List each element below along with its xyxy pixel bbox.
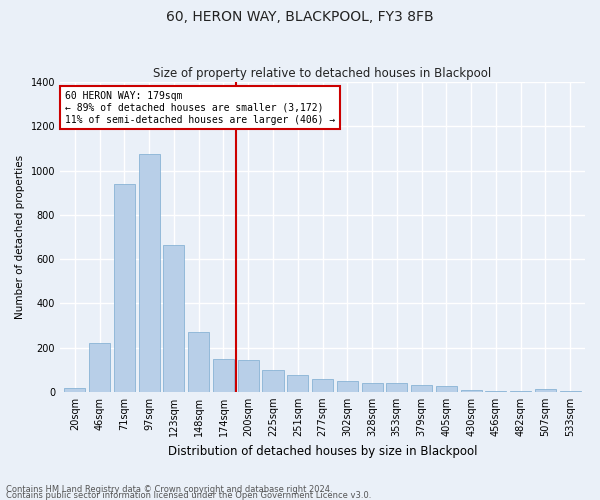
Bar xyxy=(262,370,284,392)
Bar xyxy=(64,388,85,392)
Bar xyxy=(139,154,160,392)
Bar xyxy=(510,391,531,392)
Bar xyxy=(89,343,110,392)
Y-axis label: Number of detached properties: Number of detached properties xyxy=(15,155,25,319)
Bar xyxy=(163,244,184,392)
Bar xyxy=(287,375,308,392)
Bar xyxy=(535,389,556,392)
Bar xyxy=(114,184,135,392)
Bar xyxy=(337,381,358,392)
Bar xyxy=(485,391,506,392)
X-axis label: Distribution of detached houses by size in Blackpool: Distribution of detached houses by size … xyxy=(168,444,477,458)
Bar xyxy=(213,358,234,392)
Text: 60, HERON WAY, BLACKPOOL, FY3 8FB: 60, HERON WAY, BLACKPOOL, FY3 8FB xyxy=(166,10,434,24)
Bar xyxy=(188,332,209,392)
Title: Size of property relative to detached houses in Blackpool: Size of property relative to detached ho… xyxy=(154,66,491,80)
Bar xyxy=(560,391,581,392)
Bar xyxy=(411,384,432,392)
Bar xyxy=(238,360,259,392)
Bar xyxy=(461,390,482,392)
Text: Contains HM Land Registry data © Crown copyright and database right 2024.: Contains HM Land Registry data © Crown c… xyxy=(6,485,332,494)
Bar xyxy=(386,384,407,392)
Text: Contains public sector information licensed under the Open Government Licence v3: Contains public sector information licen… xyxy=(6,490,371,500)
Bar xyxy=(312,378,333,392)
Bar xyxy=(362,383,383,392)
Bar xyxy=(436,386,457,392)
Text: 60 HERON WAY: 179sqm
← 89% of detached houses are smaller (3,172)
11% of semi-de: 60 HERON WAY: 179sqm ← 89% of detached h… xyxy=(65,92,335,124)
